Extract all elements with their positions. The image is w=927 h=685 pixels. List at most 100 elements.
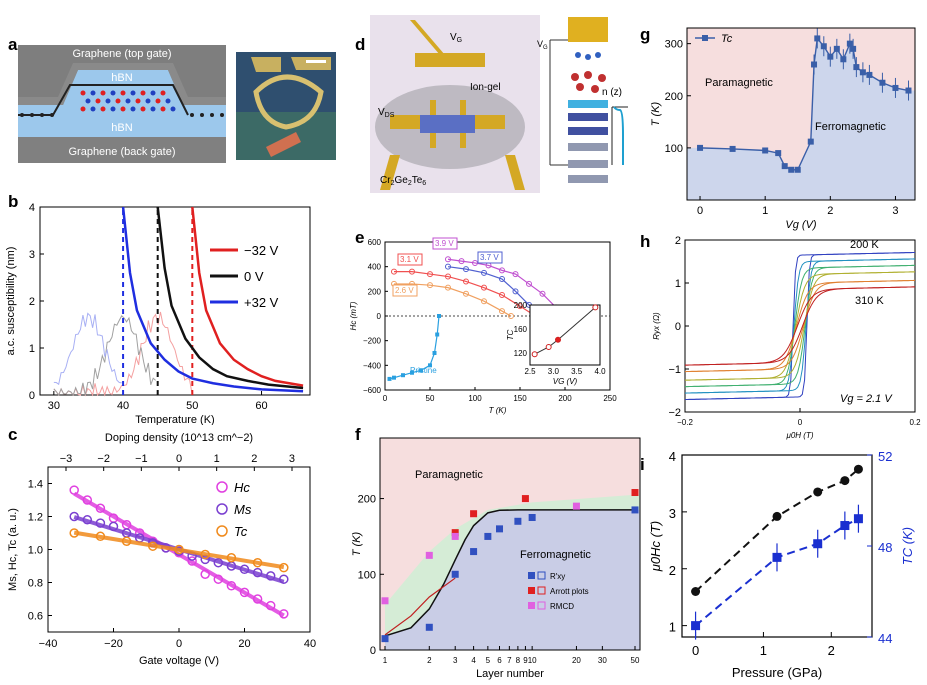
top-tick-label: 1 (214, 453, 220, 465)
data-point (148, 541, 158, 551)
panel-label-c: c (8, 425, 18, 444)
data-point (827, 53, 834, 60)
panel-label-e: e (355, 228, 365, 247)
annotation-label: Pristine (410, 366, 437, 375)
density-profile (613, 106, 624, 165)
x-tick-label: 40 (117, 400, 129, 412)
data-point (813, 487, 823, 497)
chart-g: 100 200 300 0 1 2 3 Vg (V) T (K) Tc Paramagnetic Fe… (650, 27, 916, 231)
x-tick-label: 200 (558, 394, 572, 403)
annotation-label: 200 K (850, 239, 879, 251)
x-tick-label: 1 (762, 205, 768, 217)
x-tick-label: 60 (255, 400, 267, 412)
x-tick-label: 50 (631, 656, 640, 665)
data-point (108, 521, 119, 532)
fit-line-Tc (73, 530, 285, 570)
y-tick-label: 1.4 (28, 479, 43, 491)
annotation-label: 310 K (855, 295, 884, 307)
panel-a-micrograph (236, 52, 336, 160)
legend-label: Ms (234, 502, 252, 517)
top-tick-label: 0 (176, 453, 182, 465)
legend-marker (702, 35, 708, 41)
legend-marker (216, 525, 228, 537)
legend-label: Arrott plots (550, 587, 589, 596)
data-point (840, 521, 850, 531)
data-point (691, 587, 701, 596)
annotation-box (432, 237, 458, 250)
noisy-data-0 V (53, 315, 156, 397)
noisy-data-+32 V (53, 312, 122, 386)
y-tick-label: −600 (363, 386, 382, 395)
y-tick-label: 200 (665, 91, 683, 103)
y-tick-label: 3 (669, 506, 676, 521)
data-point (859, 69, 866, 76)
vds-label: VDS (378, 107, 395, 119)
x-tick-label: 0 (383, 394, 388, 403)
data-point (631, 489, 639, 497)
legend-label: −32 V (244, 243, 279, 258)
loop-down-240 K (684, 258, 916, 394)
series-line-−32 V (191, 206, 304, 387)
data-point (892, 84, 899, 91)
legend-label: Tc (234, 524, 248, 539)
x-tick-label: 3 (892, 205, 898, 217)
x-tick-label: 10 (528, 656, 537, 665)
y-tick-label: 400 (368, 263, 382, 272)
data-point (427, 282, 433, 289)
data-point (458, 258, 465, 265)
region-label-ferromagnetic: Ferromagnetic (520, 549, 591, 561)
x-axis-label: μ0H (T) (785, 431, 813, 440)
graphene-bottom-chain (20, 113, 224, 117)
series-line-0 V (156, 206, 304, 390)
series-line-Tc (700, 36, 909, 171)
data-point (853, 514, 863, 524)
x-tick-label: 250 (603, 394, 617, 403)
data-point (833, 45, 840, 52)
y-tick-label: 600 (368, 238, 382, 247)
x-tick-label: 2 (827, 205, 833, 217)
data-point (265, 571, 276, 581)
region-label-ferromagnetic: Ferromagnetic (815, 121, 886, 133)
data-point (445, 273, 451, 280)
y-right-tick-label: 44 (878, 631, 892, 646)
data-point (572, 502, 580, 510)
data-point (213, 557, 224, 568)
nz-label: n (z) (602, 87, 622, 98)
legend-marker (528, 572, 535, 579)
data-point (445, 256, 451, 263)
region-label-paramagnetic: Paramagnetic (705, 77, 773, 89)
ferromagnetic-region (385, 509, 640, 650)
region-label-paramagnetic: Paramagnetic (415, 469, 483, 481)
x-tick-label: 100 (468, 394, 482, 403)
annotation-box (477, 251, 503, 264)
legend-marker-open (537, 601, 546, 610)
chart-c: 0.6 0.8 1.0 1.2 1.4 −40 −20 0 20 40 −3 −2 −1 0 1 2 3 Dopi… (7, 432, 316, 667)
data-point (807, 138, 814, 145)
chart-b: 0 1 2 3 4 30 40 50 60 Temperature (K) a.c. suscept… (5, 202, 311, 425)
loop-up-200 K (684, 251, 916, 401)
top-tick-label: −1 (135, 453, 148, 465)
data-point (691, 621, 701, 631)
x-axis-label: Temperature (K) (135, 414, 214, 425)
legend-label: Tc (721, 33, 733, 45)
data-point (409, 268, 415, 275)
y-axis-label: Ryx (Ω) (652, 312, 661, 340)
x-tick-label: 1 (760, 643, 767, 658)
data-point (781, 163, 788, 170)
data-point (512, 288, 519, 295)
legend-label: R′xy (550, 572, 565, 581)
vg-label: VG (450, 32, 462, 44)
y-tick-label: 0 (377, 312, 382, 321)
data-point (279, 609, 289, 619)
data-point (775, 150, 782, 157)
y-tick-label: 1 (675, 278, 681, 290)
top-axis-label: Doping density (10^13 cm^−2) (105, 432, 253, 444)
data-point (463, 290, 469, 297)
chart-f: 0 100 200 1 2 3 4 5 6 7 8 9 10 20 30 50 Layer number T (K… (351, 437, 641, 680)
data-point (853, 64, 860, 71)
back-gate-layer (18, 137, 226, 163)
y-tick-label: 3 (29, 249, 35, 261)
panel-label-i: i (640, 455, 645, 474)
data-point (484, 532, 492, 540)
flake (420, 115, 475, 133)
